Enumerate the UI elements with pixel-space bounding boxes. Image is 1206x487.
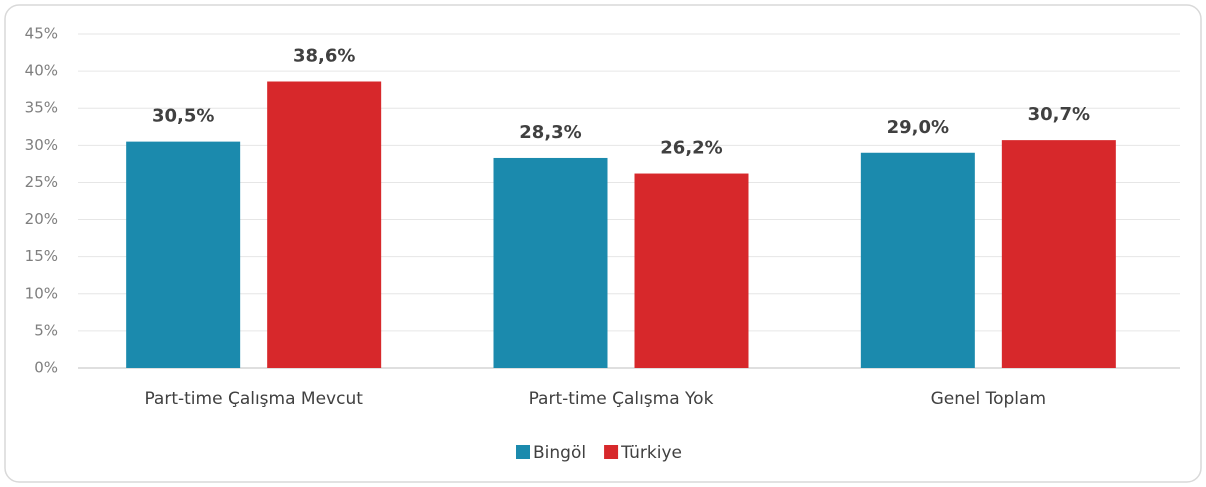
y-tick-label: 25% [25, 173, 58, 191]
y-tick-label: 40% [25, 62, 58, 80]
y-tick-label: 0% [34, 359, 58, 377]
legend-label: Türkiye [620, 443, 682, 463]
bar [126, 141, 241, 368]
data-label: 30,5% [152, 106, 214, 127]
legend-label: Bingöl [533, 443, 586, 463]
x-tick-label: Genel Toplam [931, 389, 1046, 409]
bar [860, 152, 975, 368]
data-label: 29,0% [887, 117, 949, 138]
x-tick-label: Part-time Çalışma Mevcut [144, 389, 363, 409]
y-tick-label: 45% [25, 25, 58, 43]
legend-swatch [604, 445, 619, 459]
y-tick-label: 5% [34, 321, 58, 339]
y-tick-label: 10% [25, 284, 58, 302]
y-tick-label: 20% [25, 210, 58, 228]
legend-swatch [516, 445, 530, 459]
bar [634, 173, 749, 368]
bar [267, 81, 382, 368]
bar [1001, 140, 1116, 368]
bar [493, 157, 608, 368]
x-tick-label: Part-time Çalışma Yok [529, 389, 714, 409]
data-label: 38,6% [293, 46, 355, 67]
data-label: 26,2% [660, 138, 722, 159]
data-label: 30,7% [1028, 104, 1090, 125]
y-tick-label: 35% [25, 99, 58, 117]
y-tick-label: 30% [25, 136, 58, 154]
data-label: 28,3% [519, 122, 581, 143]
y-tick-label: 15% [25, 247, 58, 265]
